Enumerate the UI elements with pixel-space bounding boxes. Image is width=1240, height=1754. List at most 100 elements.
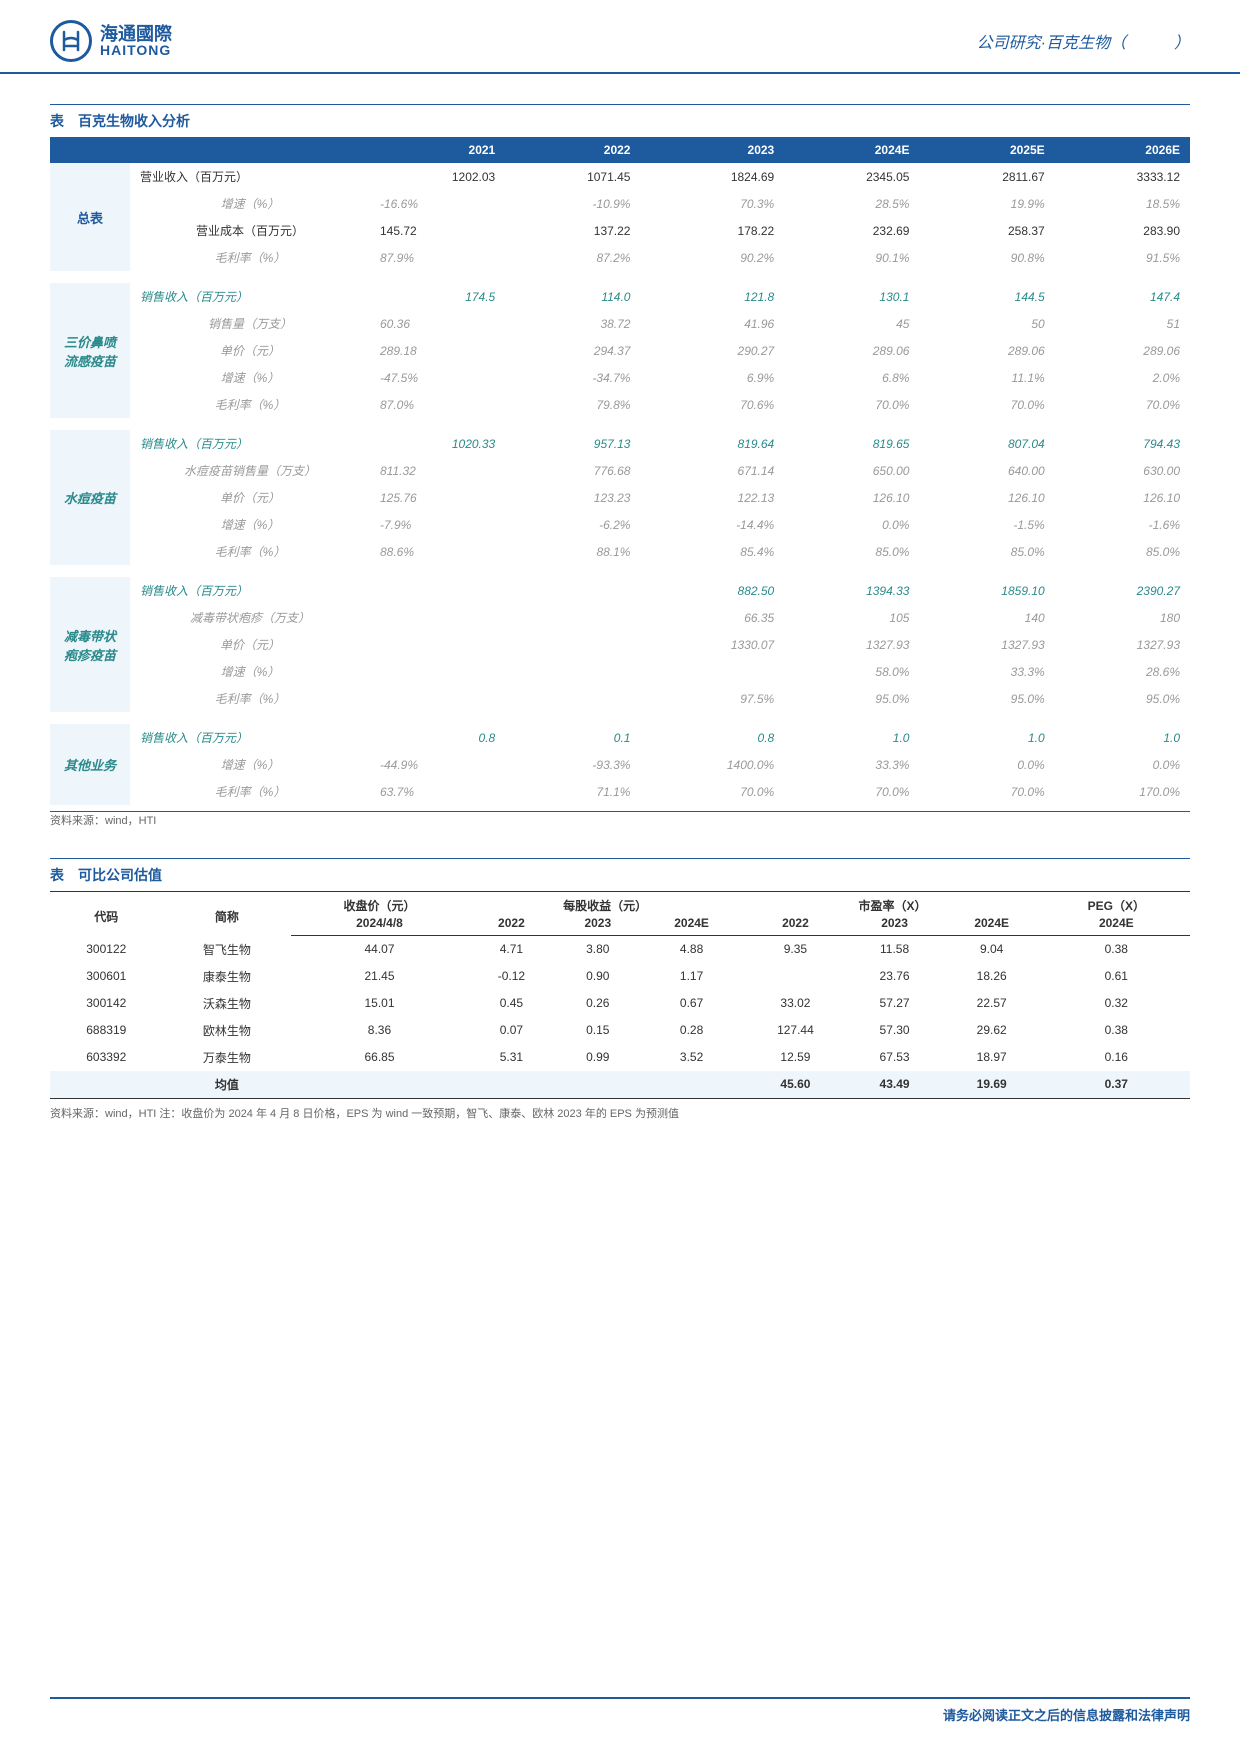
data-cell: 688319 [50, 1017, 163, 1044]
data-cell: 28.5% [784, 190, 919, 217]
data-cell: 0.07 [468, 1017, 555, 1044]
data-cell: 66.85 [291, 1044, 468, 1071]
data-cell: 51 [1055, 310, 1190, 337]
data-cell: 819.64 [640, 430, 784, 457]
data-cell: 126.10 [1055, 484, 1190, 511]
logo-text-en: HAITONG [100, 43, 172, 57]
table-row: 水痘疫苗销售收入（百万元）1020.33957.13819.64819.6580… [50, 430, 1190, 457]
table2-sub-header: 2022 [743, 914, 849, 936]
data-cell: 3.52 [641, 1044, 743, 1071]
data-cell: -1.6% [1055, 511, 1190, 538]
data-cell [370, 658, 505, 685]
table2-body: 300122智飞生物44.074.713.804.889.3511.589.04… [50, 936, 1190, 1098]
data-cell: 67.53 [848, 1044, 940, 1071]
data-cell: -16.6% [370, 190, 505, 217]
data-cell: 91.5% [1055, 244, 1190, 271]
data-cell: -0.12 [468, 963, 555, 990]
data-cell: 603392 [50, 1044, 163, 1071]
data-cell: 2345.05 [784, 163, 919, 190]
row-label: 减毒带状疱疹（万支） [130, 604, 370, 631]
data-cell: 290.27 [640, 337, 784, 364]
table-row: 增速（%）58.0%33.3%28.6% [50, 658, 1190, 685]
page-header: 海通國際 HAITONG 公司研究·百克生物（ ） [0, 0, 1240, 74]
data-cell: 9.35 [743, 936, 849, 963]
page-footer-disclaimer: 请务必阅读正文之后的信息披露和法律声明 [50, 1697, 1190, 1724]
row-label: 毛利率（%） [130, 778, 370, 805]
data-cell: 125.76 [370, 484, 505, 511]
data-cell: 1.17 [641, 963, 743, 990]
data-cell: -10.9% [505, 190, 640, 217]
data-cell: 0.8 [370, 724, 505, 751]
logo-text-cn: 海通國際 [100, 25, 172, 43]
data-cell: 50 [919, 310, 1054, 337]
table1-col-header: 2021 [370, 137, 505, 163]
data-cell: 1020.33 [370, 430, 505, 457]
data-cell: 6.8% [784, 364, 919, 391]
data-cell: 6.9% [640, 364, 784, 391]
data-cell: 0.26 [555, 990, 641, 1017]
data-cell: -93.3% [505, 751, 640, 778]
table-row: 总表营业收入（百万元）1202.031071.451824.692345.052… [50, 163, 1190, 190]
table-row: 300142沃森生物15.010.450.260.6733.0257.2722.… [50, 990, 1190, 1017]
data-cell: 88.6% [370, 538, 505, 565]
data-cell: 9.04 [941, 936, 1043, 963]
row-label: 增速（%） [130, 751, 370, 778]
table-row: 增速（%）-16.6%-10.9%70.3%28.5%19.9%18.5% [50, 190, 1190, 217]
revenue-breakdown-table: 2021202220232024E2025E2026E 总表营业收入（百万元）1… [50, 137, 1190, 805]
data-cell: 0.32 [1043, 990, 1190, 1017]
data-cell: 811.32 [370, 457, 505, 484]
table1-col-header [130, 137, 370, 163]
data-cell: 105 [784, 604, 919, 631]
table-row: 三价鼻喷流感疫苗销售收入（百万元）174.5114.0121.8130.1144… [50, 283, 1190, 310]
data-cell: 957.13 [505, 430, 640, 457]
data-cell: 1394.33 [784, 577, 919, 604]
data-cell: 45.60 [743, 1071, 849, 1098]
table1-col-header: 2026E [1055, 137, 1190, 163]
data-cell: 60.36 [370, 310, 505, 337]
table-row: 营业成本（百万元）145.72137.22178.22232.69258.372… [50, 217, 1190, 244]
row-label: 销售收入（百万元） [130, 724, 370, 751]
data-cell: 0.38 [1043, 1017, 1190, 1044]
table2-col-header: 简称 [163, 892, 292, 936]
data-cell: -44.9% [370, 751, 505, 778]
data-cell: 126.10 [784, 484, 919, 511]
data-cell: 63.7% [370, 778, 505, 805]
category-cell: 总表 [50, 163, 130, 271]
table-row: 增速（%）-44.9%-93.3%1400.0%33.3%0.0%0.0% [50, 751, 1190, 778]
data-cell: 882.50 [640, 577, 784, 604]
data-cell [640, 658, 784, 685]
data-cell: 671.14 [640, 457, 784, 484]
data-cell: 11.1% [919, 364, 1054, 391]
row-label: 单价（元） [130, 337, 370, 364]
data-cell: 144.5 [919, 283, 1054, 310]
data-cell: 178.22 [640, 217, 784, 244]
data-cell: 70.0% [919, 391, 1054, 418]
table2-sub-header: 2022 [468, 914, 555, 936]
data-cell: 57.30 [848, 1017, 940, 1044]
data-cell: 2390.27 [1055, 577, 1190, 604]
data-cell: 819.65 [784, 430, 919, 457]
data-cell [641, 1071, 743, 1098]
data-cell: 33.02 [743, 990, 849, 1017]
data-cell: 19.9% [919, 190, 1054, 217]
row-label: 销售收入（百万元） [130, 430, 370, 457]
table1-col-header: 2022 [505, 137, 640, 163]
data-cell: 794.43 [1055, 430, 1190, 457]
data-cell: 0.15 [555, 1017, 641, 1044]
data-cell: 23.76 [848, 963, 940, 990]
table-row: 单价（元）125.76123.23122.13126.10126.10126.1… [50, 484, 1190, 511]
table1-col-header: 2024E [784, 137, 919, 163]
data-cell: 147.4 [1055, 283, 1190, 310]
table2-sub-header: 2024/4/8 [291, 914, 468, 936]
table2-col-header: 每股收益（元） [468, 892, 743, 914]
data-cell [370, 577, 505, 604]
data-cell: 85.0% [1055, 538, 1190, 565]
data-cell: 126.10 [919, 484, 1054, 511]
data-cell: 0.28 [641, 1017, 743, 1044]
data-cell: 2811.67 [919, 163, 1054, 190]
haitong-logo-icon [50, 20, 92, 62]
data-cell: 21.45 [291, 963, 468, 990]
category-cell: 减毒带状疱疹疫苗 [50, 577, 130, 712]
data-cell: 114.0 [505, 283, 640, 310]
data-cell: 0.90 [555, 963, 641, 990]
